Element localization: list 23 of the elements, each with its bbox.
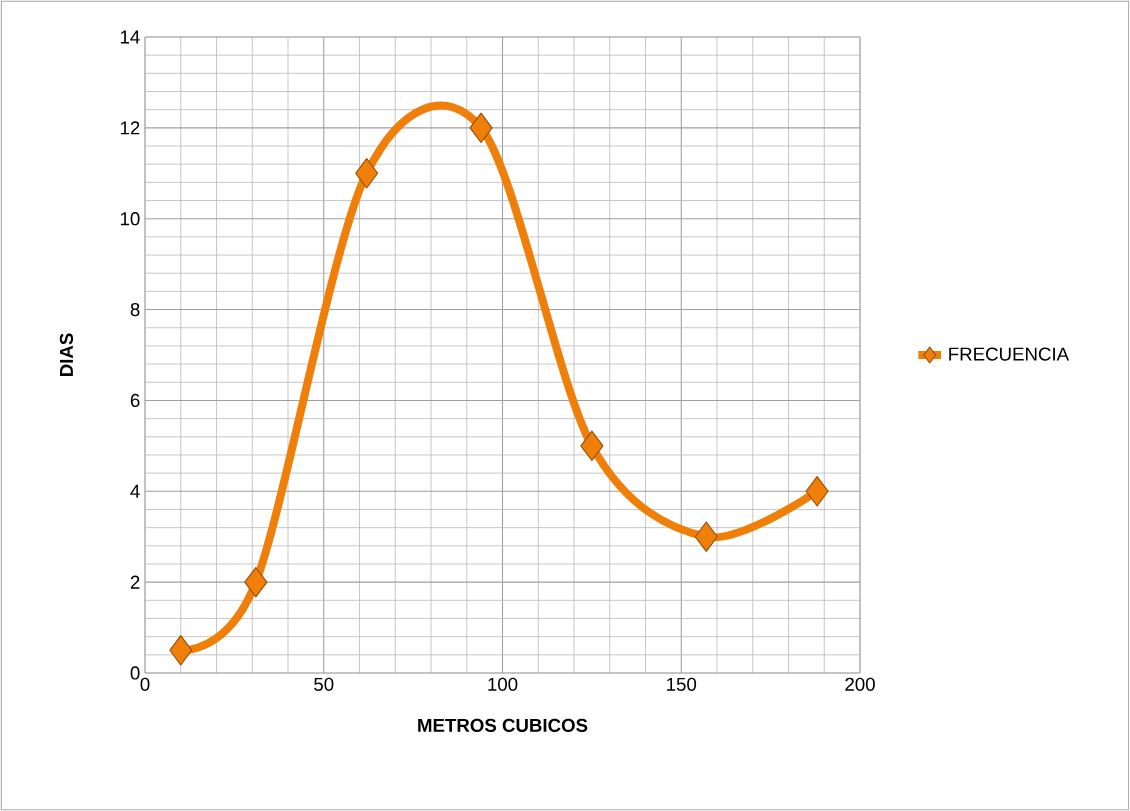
y-tick-label: 0	[130, 666, 140, 680]
y-axis-title: DIAS	[59, 333, 74, 377]
point	[355, 158, 379, 189]
point	[694, 521, 718, 552]
y-tick-label: 12	[120, 121, 140, 135]
x-tick-label: 0	[140, 677, 150, 691]
y-tick-label: 4	[130, 484, 140, 498]
y-tick-label: 8	[130, 302, 140, 317]
point	[580, 430, 604, 462]
point	[169, 635, 193, 666]
y-tick-label: 2	[130, 575, 140, 589]
point	[244, 566, 268, 598]
x-tick-label: 150	[667, 677, 697, 691]
y-tick-label: 6	[130, 393, 140, 408]
x-tick-label: 100	[488, 677, 518, 691]
x-axis-title: METROS CUBICOS	[418, 718, 588, 732]
x-tick-label: 200	[845, 677, 875, 691]
x-tick-label: 50	[314, 677, 334, 691]
legend-label: FRECUENCIA	[949, 347, 1070, 361]
y-tick-label: 14	[120, 30, 140, 44]
y-tick-label: 10	[120, 212, 140, 226]
point	[469, 112, 493, 144]
point	[805, 476, 829, 507]
